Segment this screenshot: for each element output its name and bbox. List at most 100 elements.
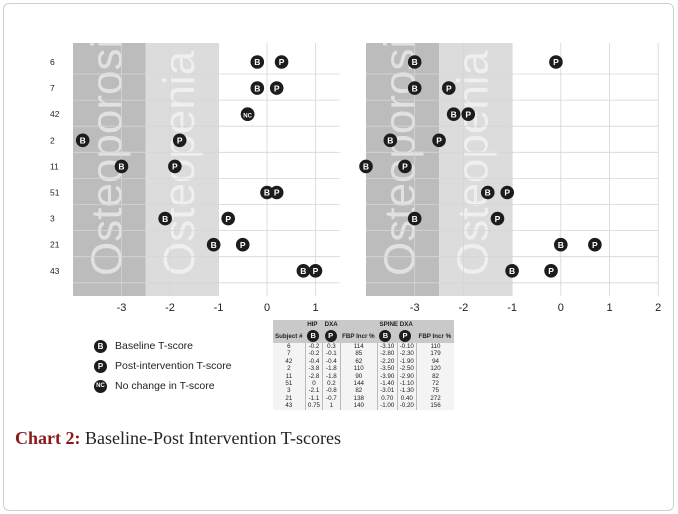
post-marker-dot: [461, 107, 476, 121]
baseline-marker: B: [407, 55, 422, 69]
table-cell: 72: [432, 380, 439, 388]
post-marker-label: P: [274, 188, 280, 198]
baseline-marker-label: B: [118, 162, 124, 172]
table-row: 11 -2.8 -1.8 90 -3.90 -2.90 82: [273, 372, 454, 381]
table-cell: 0.40: [397, 394, 418, 403]
table-cell: 51: [273, 380, 306, 388]
baseline-marker: B: [383, 133, 398, 148]
post-marker-dot: [588, 237, 602, 252]
baseline-marker-dot: [250, 81, 265, 95]
baseline-marker-label: B: [211, 240, 217, 250]
table-cell: -2.8: [305, 372, 324, 381]
table-cell: 82: [340, 387, 378, 395]
post-marker-label: P: [274, 83, 280, 93]
post-marker-label: P: [402, 162, 408, 172]
table-row: 3 -2.1 -0.8 82 -3.01 -1.30 75: [273, 387, 454, 395]
table-header-row: Subject # B P FBP Incr % B P FBP Incr %: [273, 329, 454, 343]
baseline-marker-dot: [407, 81, 422, 95]
x-tick-label: -1: [507, 302, 517, 314]
subject-label: 21: [50, 240, 60, 250]
baseline-marker-dot: [260, 185, 274, 200]
post-marker-label: P: [279, 57, 285, 67]
table-cell: 156: [430, 402, 441, 410]
baseline-marker: B: [250, 55, 265, 69]
table-row: 51 0 0.2 144 -1.40 -1.10 72: [273, 380, 454, 388]
post-marker: P: [490, 211, 505, 226]
baseline-marker-label: B: [254, 57, 260, 67]
table-cell: -0.8: [322, 387, 341, 395]
baseline-marker-dot: [446, 107, 461, 121]
post-marker-dot: [544, 264, 558, 278]
baseline-marker: B: [407, 211, 422, 226]
baseline-marker: B: [206, 237, 221, 252]
legend-item-post: P Post-intervention T-score: [94, 356, 232, 376]
table-header-hip-fbp: FBP Incr %: [340, 329, 378, 343]
table-header-hip-b: B: [307, 330, 320, 342]
post-marker-label: P: [504, 188, 510, 198]
table-cell: 2: [273, 365, 306, 373]
legend-label-no-change: No change in T-score: [115, 380, 215, 392]
subject-label: 3: [50, 214, 55, 224]
post-marker: P: [235, 237, 250, 252]
table-cell: -3.90: [377, 372, 398, 381]
no-change-badge-icon: NC: [94, 379, 107, 393]
baseline-marker-label: B: [363, 162, 369, 172]
baseline-marker-dot: [296, 264, 311, 278]
table-cell: 114: [340, 343, 378, 351]
baseline-marker-label: B: [451, 109, 457, 119]
post-marker-dot: [432, 133, 446, 148]
legend: B Baseline T-score P Post-intervention T…: [94, 336, 232, 396]
baseline-marker: B: [114, 159, 129, 174]
table-cell: -0.1: [322, 350, 341, 358]
table-cell: 0.70: [377, 394, 398, 403]
table-cell: -1.30: [397, 387, 418, 395]
table-cell: 0.75: [305, 402, 324, 410]
table-cell: -0.7: [322, 394, 341, 403]
table-cell: 62: [340, 357, 378, 366]
subject-label: 6: [50, 57, 55, 67]
baseline-marker-dot: [554, 237, 568, 252]
table-cell: 1: [322, 402, 341, 410]
x-tick-label: -2: [459, 302, 469, 314]
table-row: 21 -1.1 -0.7 138 0.70 0.40 272: [273, 394, 454, 403]
table-row: 7 -0.2 -0.1 85 -2.80 -2.30 179: [273, 350, 454, 358]
table-cell: -2.1: [305, 387, 324, 395]
no-change-marker: NC: [240, 107, 255, 121]
table-cell: 144: [340, 380, 378, 388]
table-cell: 42: [273, 357, 306, 366]
baseline-marker-dot: [206, 237, 221, 252]
table-body: 6 -0.2 0.3 114 -3.10 -0.10 110 7 -0.2 -0.1 85 -2.80…: [273, 343, 454, 410]
table-cell: 0: [305, 380, 324, 388]
osteoporosis-zone-label: Osteoporosis: [82, 17, 131, 276]
post-marker-dot: [269, 81, 284, 95]
osteopenia-band: [145, 43, 219, 296]
table-header-subject: Subject #: [273, 329, 306, 343]
table-cell: 75: [432, 387, 439, 395]
post-marker: P: [269, 185, 284, 200]
table-cell: 140: [340, 402, 378, 410]
post-marker-dot: [308, 264, 323, 278]
table-cell: -3.8: [305, 365, 324, 373]
legend-item-baseline: B Baseline T-score: [94, 336, 232, 356]
baseline-marker-dot: [250, 55, 265, 69]
post-marker-label: P: [553, 57, 559, 67]
table-cell: 120: [430, 365, 441, 373]
baseline-marker: B: [505, 264, 519, 278]
table-cell: 7: [273, 350, 306, 358]
baseline-marker-label: B: [387, 136, 393, 146]
post-marker-dot: [490, 211, 505, 226]
post-marker-dot: [269, 185, 284, 200]
baseline-marker-dot: [407, 55, 422, 69]
post-marker-dot: [441, 81, 456, 95]
table-cell: -2.30: [397, 350, 418, 358]
post-marker-dot: [549, 55, 563, 69]
post-marker-label: P: [495, 214, 501, 224]
table-cell: -3.01: [377, 387, 398, 395]
post-badge-icon: P: [94, 359, 107, 373]
table-cell: 3: [273, 387, 306, 395]
table-cell: -1.00: [377, 402, 398, 410]
table-cell: -0.20: [397, 402, 418, 410]
no-change-marker-label: NC: [243, 113, 252, 119]
table-cell: 90: [340, 372, 378, 381]
x-tick-label: 0: [264, 302, 270, 314]
